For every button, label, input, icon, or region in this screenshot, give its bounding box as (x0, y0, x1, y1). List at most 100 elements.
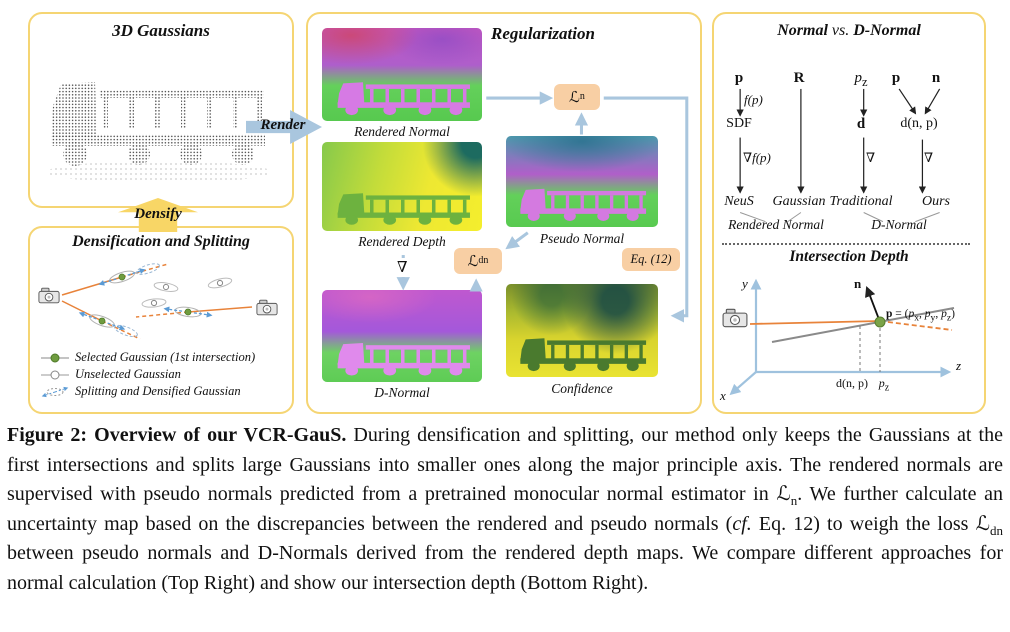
input-pz: pz (854, 70, 868, 89)
truck-silhouette (520, 188, 647, 221)
camera-icon (722, 308, 748, 328)
unselected-gaussian-dot (162, 283, 170, 291)
map-f-p: f(p) (744, 92, 763, 107)
map-grad-3: ∇ (866, 150, 876, 165)
normal-arrow (865, 285, 881, 323)
rendered-normal-label: Rendered Normal (354, 124, 450, 139)
method-neus: NeuS (724, 194, 754, 209)
intersection-point (874, 316, 886, 328)
depth-pz-label: pz (879, 376, 890, 394)
render-label: Render (260, 117, 306, 133)
sz: z (946, 312, 952, 324)
comparison-panel-title: Normal vs. D-Normal (714, 22, 984, 40)
camera-icon (38, 287, 60, 304)
densification-diagram (38, 263, 278, 340)
truck-silhouette (337, 343, 470, 376)
densification-legend: Selected Gaussian (1st intersection) Uns… (40, 348, 255, 401)
group-d-normal: D-Normal (871, 217, 927, 232)
caption-text: between pseudo normals and D-Normals der… (7, 542, 1003, 594)
pz-sub: z (884, 382, 890, 394)
caption-text: . We further calculate an uncertainty ma… (7, 483, 1003, 535)
axis-y-label: y (742, 276, 748, 291)
method-traditional: Traditional (829, 194, 893, 209)
px: p (908, 308, 915, 320)
title-normal: Normal (777, 22, 828, 39)
caption-loss-n-symbol: ℒ (776, 483, 791, 505)
sx: x (914, 312, 920, 324)
method-ours: Ours (921, 194, 951, 209)
close: ) (951, 308, 955, 320)
camera-ray (749, 320, 881, 325)
pseudo-normal-image (506, 136, 658, 227)
d-normal-label: D-Normal (374, 385, 430, 400)
title-vs: vs. (831, 22, 850, 39)
legend-label: Splitting and Densified Gaussian (75, 384, 241, 398)
confidence-label: Confidence (551, 381, 613, 396)
regularization-panel-title: Regularization (491, 24, 595, 43)
densification-panel-title: Densification and Splitting (72, 233, 250, 250)
normal-n-label: n (854, 276, 862, 291)
truck-silhouette (337, 81, 470, 115)
legend-item-splitting: Splitting and Densified Gaussian (40, 384, 255, 399)
nabla-symbol: ∇ (395, 258, 410, 277)
c2: , (935, 308, 942, 320)
axis-z-label: z (956, 358, 962, 373)
confidence-image (506, 284, 658, 377)
d-normal-image (322, 290, 482, 382)
caption-text: Eq. 12) to weigh the loss (751, 512, 976, 535)
densification-panel: Densification and Splitting (28, 226, 294, 414)
legend-label: Unselected Gaussian (75, 367, 181, 381)
unselected-gaussian-dot (150, 299, 158, 307)
c1: , (919, 308, 925, 320)
pz-base: p (854, 70, 862, 86)
truck-pointcloud-image (47, 82, 271, 183)
method-gaussian: Gaussian (772, 194, 826, 209)
map-grad-4: ∇ (924, 150, 934, 165)
unselected-gaussian-icon (41, 370, 69, 379)
input-n4: n (931, 70, 941, 86)
input-R: R (793, 70, 805, 86)
loss-dn-symbol: ℒ (467, 253, 479, 270)
axis-x-label: x (720, 388, 726, 403)
selected-gaussian-dot (118, 273, 126, 281)
depth-dnp-label: d(n, p) (836, 376, 868, 390)
caption-text: During densification and splitting, our … (7, 424, 1003, 505)
caption-cf: cf. (732, 512, 752, 535)
legend-label: Selected Gaussian (1st intersection) (75, 350, 256, 364)
title-d-normal: D-Normal (853, 22, 921, 39)
eq: = ( (892, 308, 909, 320)
input-p4: p (891, 70, 901, 86)
intersection-depth-title: Intersection Depth (789, 248, 909, 265)
truck-silhouette (337, 193, 470, 225)
selected-gaussian-dot (184, 308, 192, 316)
legend-item-unselected: Unselected Gaussian (40, 367, 255, 382)
eq-12-box: Eq. (12) (622, 248, 680, 271)
mid-sdf: SDF (726, 116, 752, 131)
caption-loss-dn-sub: dn (990, 522, 1003, 538)
p: p (886, 308, 893, 320)
sy: y (930, 312, 936, 324)
gaussians-panel-title: 3D Gaussians (112, 21, 210, 40)
comparison-panel: Normal vs. D-Normal p R pz p n f(p) (712, 12, 986, 414)
rendered-depth-image (322, 142, 482, 231)
pseudo-normal-label: Pseudo Normal (539, 231, 625, 246)
legend-item-selected: Selected Gaussian (1st intersection) (40, 350, 255, 365)
camera-ray-extension (879, 320, 953, 331)
input-p: p (734, 70, 744, 86)
mid-dnp: d(n, p) (900, 116, 938, 131)
rendered-depth-label: Rendered Depth (358, 234, 446, 249)
intersection-depth-diagram (722, 278, 955, 396)
py: p (924, 308, 931, 320)
rendered-normal-image (322, 28, 482, 121)
pz-sub: z (861, 75, 868, 89)
caption-loss-dn-symbol: ℒ (975, 512, 990, 535)
pz: p (941, 308, 947, 320)
splitting-gaussian-icon (41, 386, 69, 397)
surface-line (771, 307, 955, 343)
group-rendered-normal: Rendered Normal (728, 217, 824, 232)
selected-gaussian-dot (98, 317, 106, 325)
